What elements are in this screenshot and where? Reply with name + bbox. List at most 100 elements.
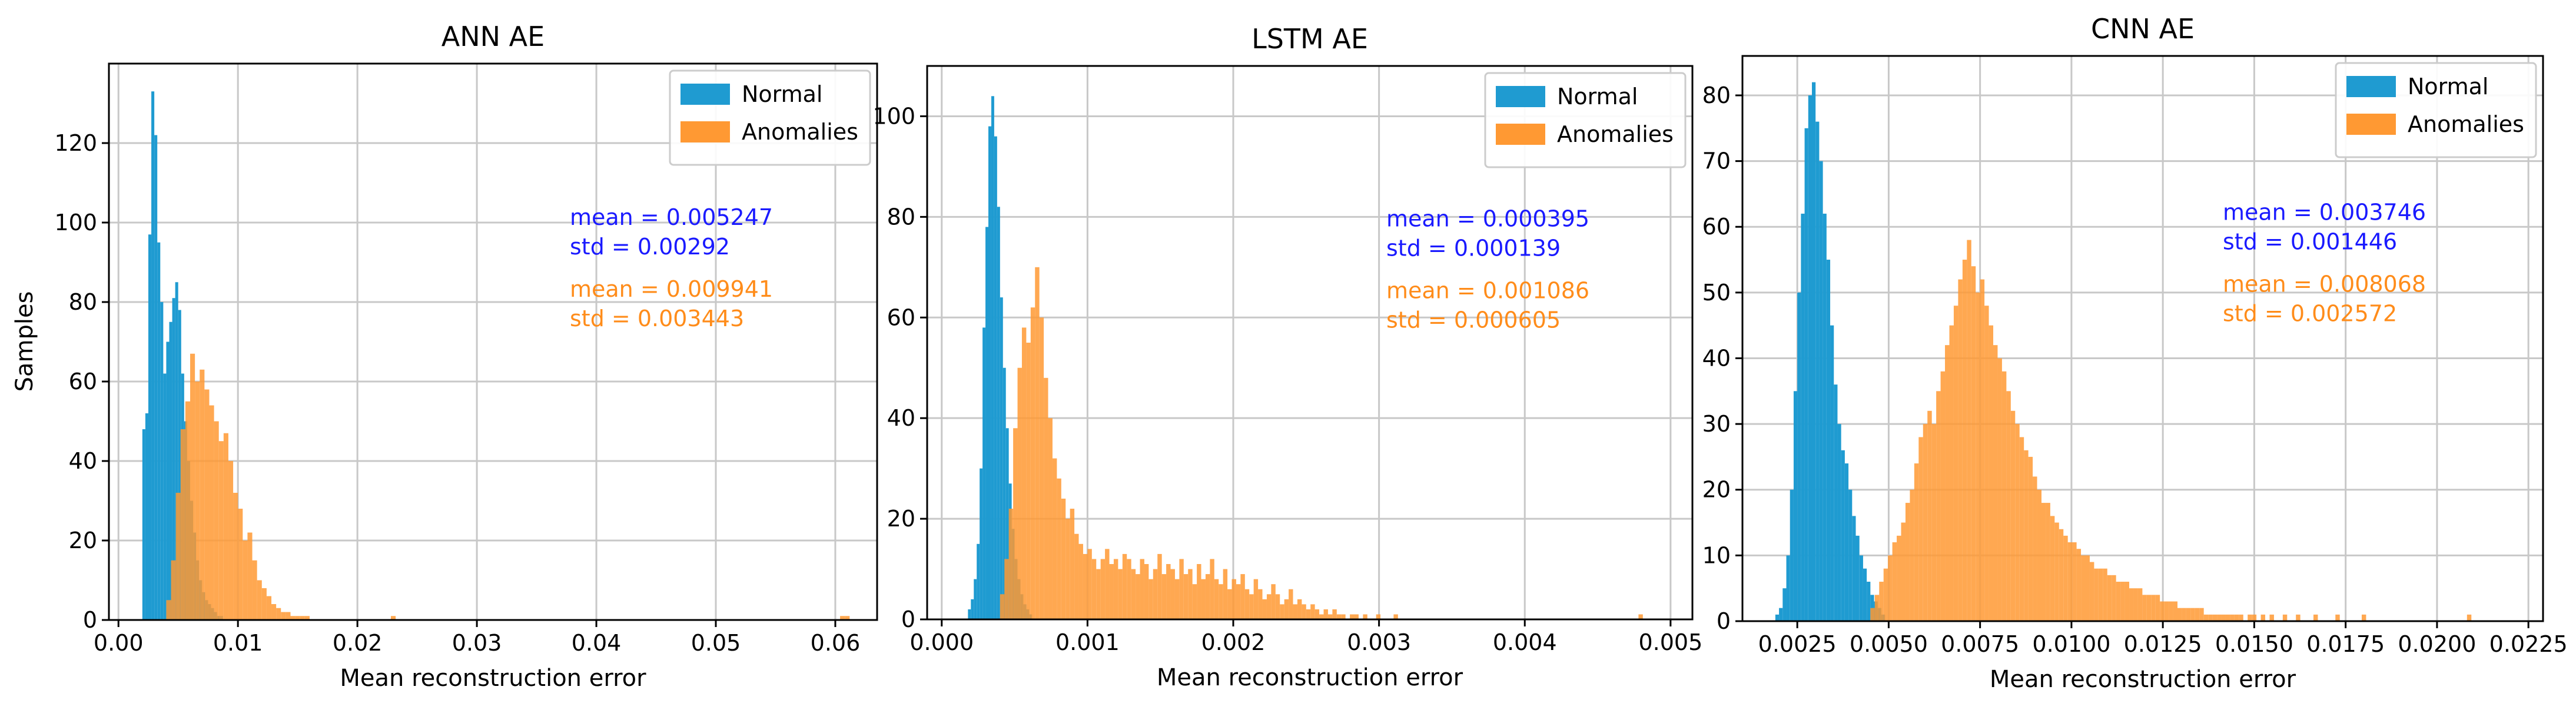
bar-normal <box>1844 463 1849 621</box>
bar-anomalies <box>1026 343 1031 619</box>
x-tick-label: 0.0100 <box>2032 631 2110 657</box>
legend: Normal Anomalies <box>2335 62 2537 158</box>
bar-normal <box>142 429 145 620</box>
y-axis-label: Samples <box>11 291 38 392</box>
bar-normal <box>163 373 167 620</box>
bar-anomalies <box>1161 574 1167 619</box>
bar-anomalies <box>1000 594 1005 619</box>
bar-normal <box>169 321 172 620</box>
bar-anomalies <box>261 588 267 620</box>
bar-anomalies <box>1905 503 1910 621</box>
bar-anomalies <box>1192 584 1197 619</box>
bar-anomalies <box>1109 564 1114 619</box>
bar-anomalies <box>2006 391 2011 621</box>
bar-normal <box>157 242 161 620</box>
bar-normal <box>1808 95 1812 621</box>
bar-anomalies <box>2199 608 2204 621</box>
bar-anomalies <box>228 461 234 620</box>
bar-anomalies <box>1870 608 1875 621</box>
bar-anomalies <box>1017 367 1022 619</box>
bar-anomalies <box>1240 574 1245 619</box>
legend-swatch-anomalies <box>680 121 730 142</box>
y-tick-label: 40 <box>887 405 915 431</box>
bar-anomalies <box>200 369 205 620</box>
bar-anomalies <box>1262 599 1267 619</box>
bar-normal <box>971 599 974 619</box>
bar-anomalies <box>2142 595 2147 621</box>
bar-anomalies <box>2072 542 2077 621</box>
x-tick-label: 0.004 <box>1493 629 1557 655</box>
axes-frame <box>1741 55 2544 622</box>
bar-anomalies <box>2467 614 2472 621</box>
bar-normal <box>175 282 178 620</box>
bar-anomalies <box>1874 595 1880 621</box>
bar-anomalies <box>1070 509 1075 619</box>
annotation-anomalies-mean: mean = 0.001086 <box>1386 278 1589 304</box>
bar-anomalies <box>180 429 185 620</box>
bar-anomalies <box>209 405 214 620</box>
bar-anomalies <box>2024 450 2029 621</box>
bar-anomalies <box>1958 279 1963 621</box>
chart-panel-2: 0.000 0.001 0.002 0.003 0.004 0.005 0 20 40 60 80 1… <box>872 23 1702 691</box>
bars-group <box>968 96 1643 619</box>
bar-normal <box>1811 82 1816 621</box>
legend-label-anomalies: Anomalies <box>742 119 858 145</box>
bar-anomalies <box>1918 437 1923 621</box>
bar-anomalies <box>1923 424 1928 621</box>
bar-anomalies <box>1363 614 1367 619</box>
bar-anomalies <box>1170 569 1175 619</box>
legend: Normal Anomalies <box>669 69 871 166</box>
y-tick-label: 60 <box>1702 214 1731 240</box>
bar-anomalies <box>2230 614 2235 621</box>
chart-title: ANN AE <box>441 21 545 52</box>
bar-anomalies <box>1914 463 1919 621</box>
legend-swatch-anomalies <box>1496 124 1545 145</box>
bar-anomalies <box>1021 327 1027 619</box>
bar-anomalies <box>1638 614 1643 619</box>
x-tick-label: 0.01 <box>213 630 263 656</box>
bar-anomalies <box>2010 410 2016 621</box>
x-tick-label: 0.0225 <box>2489 631 2568 657</box>
bar-anomalies <box>1140 559 1144 619</box>
bar-anomalies <box>1949 325 1954 621</box>
bar-anomalies <box>1293 604 1297 619</box>
bar-anomalies <box>1927 410 1932 621</box>
bar-anomalies <box>2203 614 2209 621</box>
bar-normal <box>982 327 986 619</box>
bar-anomalies <box>1035 267 1040 619</box>
bar-anomalies <box>295 616 300 620</box>
bar-anomalies <box>166 600 171 620</box>
bar-anomalies <box>175 493 181 620</box>
bar-anomalies <box>1174 579 1180 619</box>
bar-anomalies <box>2085 555 2090 621</box>
bar-anomalies <box>2116 582 2121 621</box>
bar-anomalies <box>1157 553 1162 619</box>
bar-normal <box>968 609 971 619</box>
y-tick-label: 80 <box>69 289 97 315</box>
bar-anomalies <box>1302 604 1306 619</box>
bar-anomalies <box>276 608 281 620</box>
bar-normal <box>1804 128 1808 621</box>
bar-anomalies <box>1048 418 1053 619</box>
x-tick-label: 0.0150 <box>2215 631 2293 657</box>
legend-label-anomalies: Anomalies <box>2408 111 2524 137</box>
bar-anomalies <box>2182 608 2186 621</box>
bar-anomalies <box>390 616 396 620</box>
bar-anomalies <box>1236 584 1241 619</box>
bar-normal <box>1815 121 1820 621</box>
bar-normal <box>1855 535 1860 621</box>
bar-anomalies <box>2239 614 2243 621</box>
bar-anomalies <box>1118 569 1123 619</box>
y-tick-label: 0 <box>83 607 97 633</box>
bar-normal <box>1859 555 1863 621</box>
x-axis-label: Mean reconstruction error <box>1990 666 2296 693</box>
bar-anomalies <box>243 540 248 620</box>
bar-normal <box>151 91 155 620</box>
bar-anomalies <box>1008 509 1014 619</box>
bar-normal <box>1797 292 1801 621</box>
x-axis-label: Mean reconstruction error <box>1157 664 1463 691</box>
chart-title: LSTM AE <box>1252 23 1368 55</box>
legend-label-anomalies: Anomalies <box>1557 121 1674 147</box>
bar-anomalies <box>1879 582 1884 621</box>
bar-anomalies <box>1940 371 1946 621</box>
